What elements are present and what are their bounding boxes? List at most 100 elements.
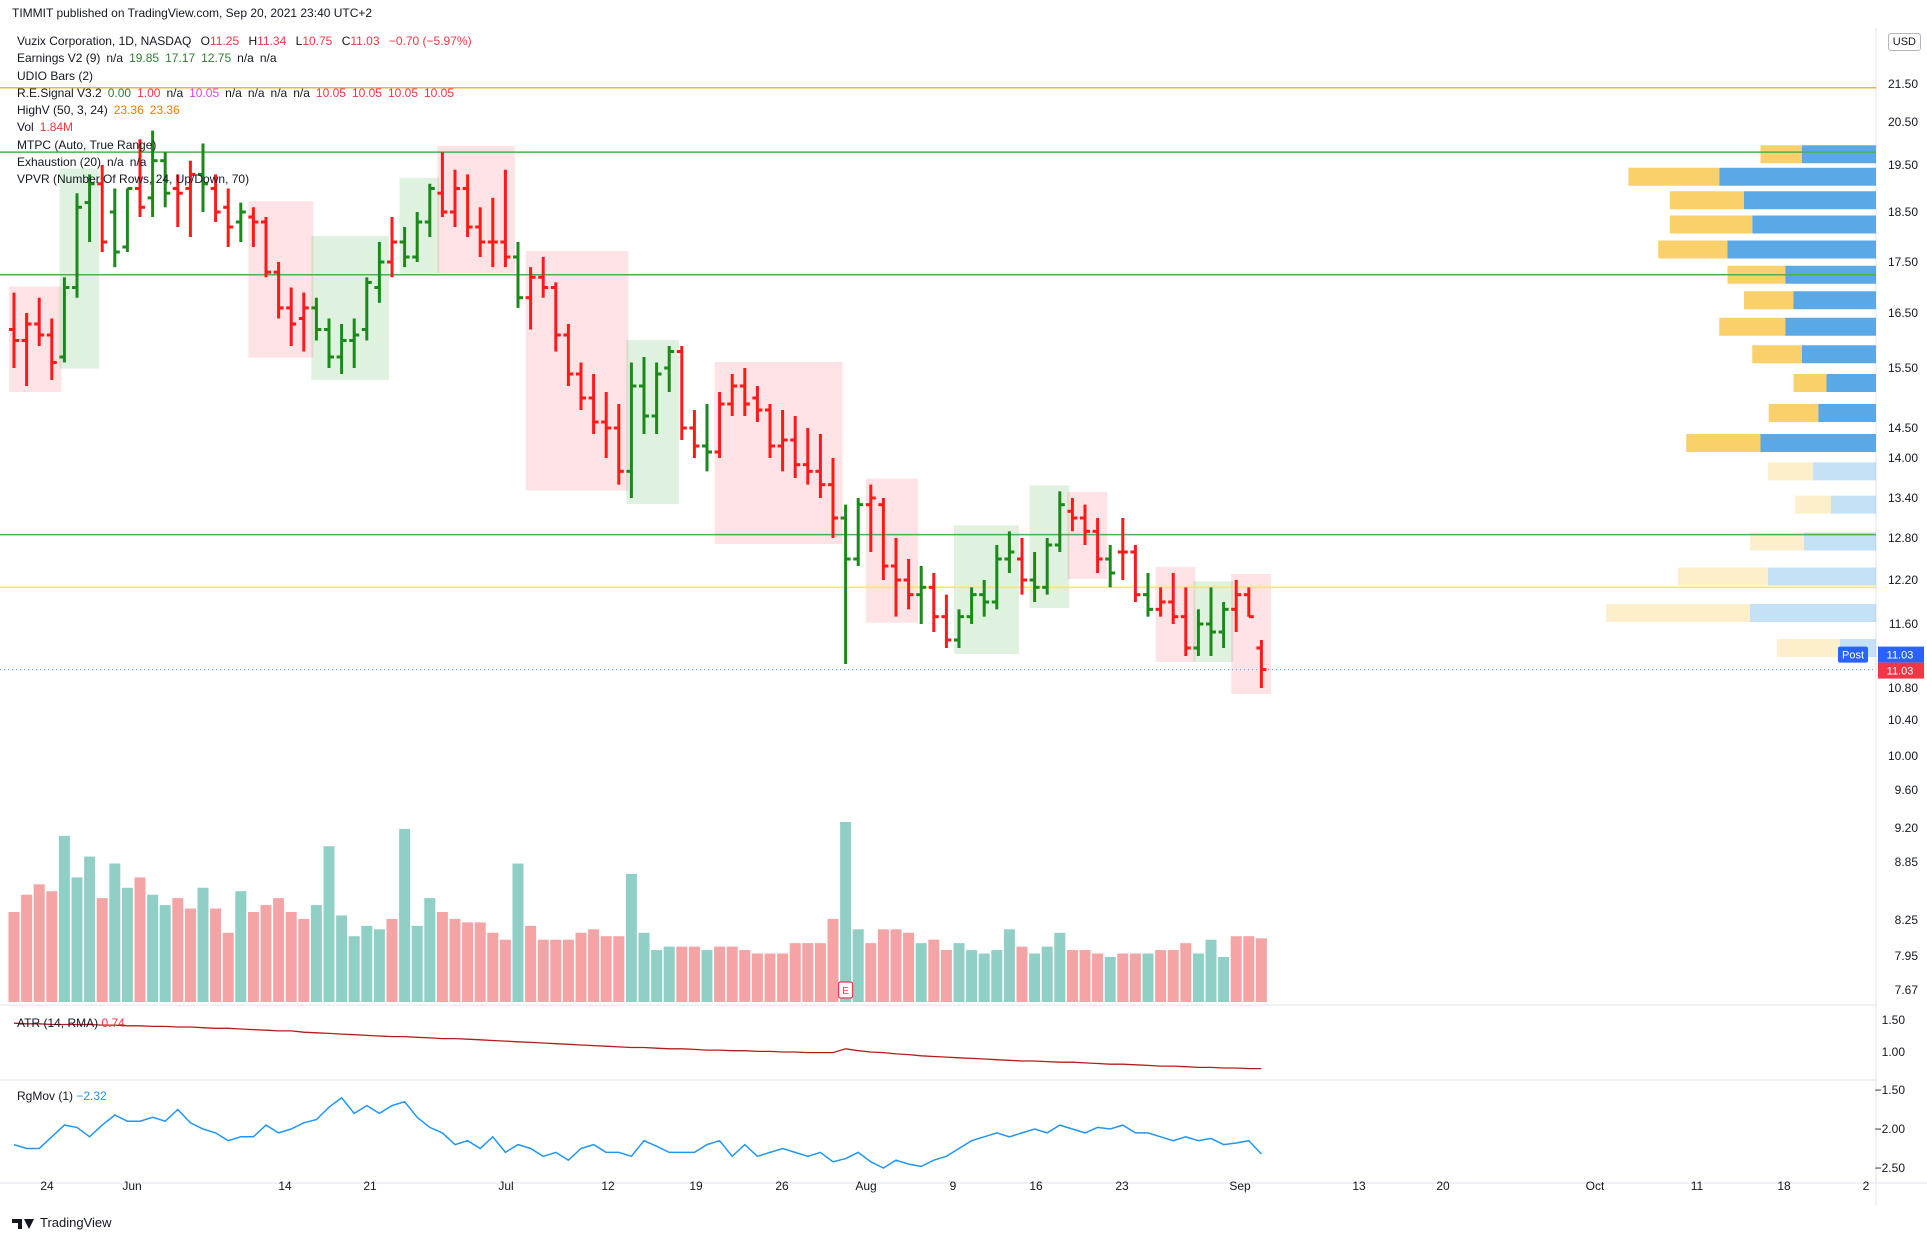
low-number: 10.75 [302, 34, 333, 48]
time-tick-label: 21 [363, 1179, 377, 1193]
indicator-row[interactable]: Earnings V2 (9) n/a 19.85 17.17 12.75 n/a n/a [17, 50, 478, 67]
indicator-label: Earnings V2 (9) [17, 51, 101, 66]
symbol-legend[interactable]: Vuzix Corporation, 1D, NASDAQ O11.25 H11… [17, 33, 478, 50]
volume-bar [915, 943, 927, 1002]
rgmov-line [13, 1096, 1262, 1169]
vpvr-up-bar [1768, 404, 1819, 422]
atr-value: 0.74 [101, 1016, 125, 1030]
price-tick-label: 11.60 [1889, 617, 1918, 631]
time-tick-label: 14 [278, 1179, 292, 1193]
indicator-row[interactable]: Exhaustion (20) n/a n/a [17, 154, 478, 171]
price-tick-label: 13.40 [1888, 491, 1918, 505]
rgmov-tick-label: −2.00 [1875, 1122, 1906, 1136]
volume-bar [890, 929, 902, 1002]
volume-bar [348, 936, 360, 1002]
ohlc-bar [777, 410, 788, 472]
volume-bar [1255, 938, 1267, 1002]
ohlc-bar [1168, 573, 1179, 624]
price-tick-label: 19.50 [1888, 158, 1918, 172]
volume-bar [1016, 946, 1028, 1002]
indicator-row[interactable]: MTPC (Auto, True Range) [17, 137, 478, 154]
ohlc-bar [790, 416, 801, 478]
time-tick-label: 11 [1691, 1179, 1704, 1193]
volume-bars [8, 822, 1267, 1002]
indicator-row[interactable]: UDIO Bars (2) [17, 68, 478, 85]
indicator-row[interactable]: VPVR (Number Of Rows, 24, Up/Down, 70) [17, 171, 478, 188]
volume-bar [1230, 936, 1242, 1002]
volume-bar [638, 932, 650, 1002]
indicator-row[interactable]: HighV (50, 3, 24) 23.36 23.36 [17, 102, 478, 119]
volume-bar [1142, 953, 1154, 1002]
volume-bar [222, 932, 234, 1002]
earnings-icon [837, 981, 854, 999]
ohlc-bar [1054, 491, 1065, 552]
ohlc-bar [966, 587, 977, 624]
signal-zone [626, 340, 679, 504]
time-tick-label: 20 [1436, 1179, 1450, 1193]
low-value: L10.75 [296, 34, 333, 48]
ohlc-bar [1206, 587, 1216, 656]
ohlc-bar [1180, 587, 1191, 656]
ohlc-bar [828, 458, 838, 538]
vpvr-down-bar [1818, 404, 1876, 422]
ohlc-bar [9, 292, 19, 368]
earnings-marker: E [837, 981, 854, 999]
ohlc-bar [1067, 498, 1078, 532]
indicator-row[interactable]: R.E.Signal V3.2 0.00 1.00 n/a 10.05 n/a n/a n/a… [17, 85, 478, 102]
ohlc-bar [298, 292, 309, 352]
rgmov-legend[interactable]: RgMov (1) −2.32 [17, 1089, 107, 1103]
vpvr-up-bar [1752, 345, 1802, 364]
indicator-row[interactable]: Vol 1.84M [17, 119, 478, 136]
earnings-letter: E [842, 986, 849, 997]
atr-legend[interactable]: ATR (14, RMA) 0.74 [17, 1016, 125, 1030]
ohlc-bar [613, 404, 624, 485]
footer-brand[interactable]: TradingView [12, 1215, 112, 1230]
price-tick-label: 14.00 [1888, 451, 1918, 465]
high-number: 11.34 [257, 34, 287, 48]
indicator-label: UDIO Bars (2) [17, 68, 94, 83]
ohlc-bar [1143, 573, 1153, 617]
atr-label: ATR (14, RMA) [17, 1016, 99, 1030]
volume-bar [134, 877, 146, 1002]
volume-bar [512, 863, 524, 1002]
vpvr-down-bar [1727, 240, 1876, 259]
volume-bar [613, 936, 625, 1002]
ohlc-bar [588, 374, 599, 434]
indicator-label: VPVR (Number Of Rows, 24, Up/Down, 70) [17, 172, 250, 187]
ohlc-bar [1218, 602, 1229, 648]
indicator-label: Vol [17, 120, 34, 135]
open-value: O11.25 [201, 34, 239, 48]
ohlc-bar [739, 368, 750, 416]
ohlc-bar [626, 362, 637, 498]
currency-button[interactable]: USD [1887, 33, 1921, 51]
atr-tick-label: 1.50 [1882, 1013, 1906, 1027]
indicator-value: 19.85 [129, 51, 160, 66]
ohlc-bar [1243, 587, 1254, 619]
volume-bar [663, 946, 675, 1002]
signal-zone [311, 236, 389, 380]
volume-bar [840, 822, 852, 1002]
vpvr-down-bar [1744, 191, 1876, 210]
atr-line [13, 1022, 1262, 1070]
ohlc-bar [475, 207, 486, 257]
volume-bar [84, 856, 96, 1002]
price-tick-label: 7.67 [1895, 983, 1919, 997]
ohlc-bar [361, 277, 372, 341]
ohlc-bar [59, 277, 70, 363]
ohlc-bar [991, 545, 1002, 610]
ohlc-bar [639, 357, 649, 434]
ohlc-bar [525, 267, 536, 330]
volume-bar [575, 932, 587, 1002]
indicator-legend: Vuzix Corporation, 1D, NASDAQ O11.25 H11… [17, 33, 478, 189]
volume-bar [399, 828, 411, 1002]
ohlc-bar [1092, 518, 1103, 573]
price-tick-label: 9.20 [1895, 821, 1919, 835]
volume-bar [1180, 943, 1192, 1002]
signal-zone [59, 168, 100, 369]
ohlc-bar [46, 318, 57, 380]
ohlc-bar [840, 504, 851, 664]
ohlc-bar [172, 174, 183, 227]
volume-bar [928, 939, 940, 1002]
volume-bar [802, 943, 814, 1002]
